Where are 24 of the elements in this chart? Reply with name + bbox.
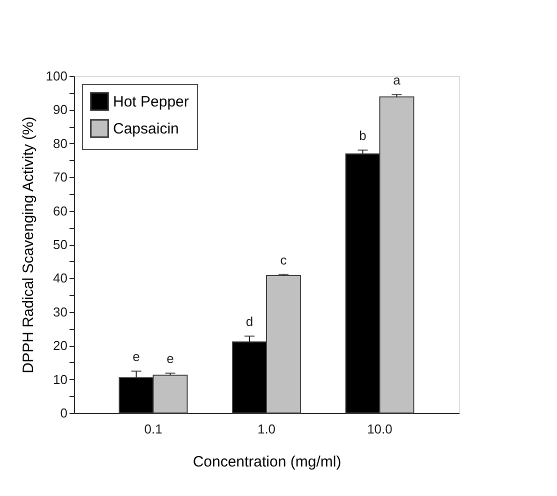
y-tick-label: 100 bbox=[46, 68, 68, 84]
legend-label: Hot Pepper bbox=[113, 94, 189, 110]
y-tick-label: 50 bbox=[53, 237, 68, 252]
y-tick-label: 70 bbox=[53, 170, 68, 185]
legend-label: Capsaicin bbox=[113, 120, 179, 138]
x-axis-title: Concentration (mg/ml) bbox=[192, 454, 342, 470]
x-tick-label: 1.0 bbox=[257, 422, 276, 436]
y-tick-label: 0 bbox=[60, 406, 68, 420]
x-tick-label: 10.0 bbox=[367, 422, 392, 436]
y-tick-label: 60 bbox=[53, 203, 68, 218]
y-tick-label: 10 bbox=[53, 372, 68, 387]
y-tick-label: 90 bbox=[53, 102, 68, 118]
y-tick-label: 20 bbox=[53, 338, 68, 354]
y-tick-label: 40 bbox=[53, 270, 68, 286]
annotation: e bbox=[132, 349, 140, 364]
y-tick-label: 80 bbox=[53, 136, 68, 151]
annotation: a bbox=[393, 72, 402, 88]
annotation: d bbox=[246, 314, 254, 330]
x-tick-label: 0.1 bbox=[144, 422, 162, 436]
y-axis-title: DPPH Radical Scavenging Activity (%) bbox=[20, 116, 37, 374]
annotation: e bbox=[166, 351, 174, 366]
annotation: b bbox=[359, 128, 366, 144]
y-tick-label: 30 bbox=[53, 304, 68, 320]
annotation: c bbox=[280, 252, 288, 268]
